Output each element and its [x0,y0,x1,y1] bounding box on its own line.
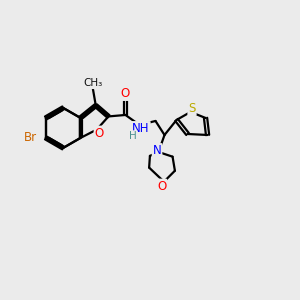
Text: O: O [94,127,104,140]
Text: NH: NH [132,122,150,135]
Text: O: O [121,87,130,100]
Text: Br: Br [24,131,37,144]
Text: CH₃: CH₃ [83,78,103,88]
Text: H: H [129,131,137,141]
Text: S: S [188,102,196,115]
Text: O: O [157,180,166,193]
Text: N: N [153,144,161,157]
